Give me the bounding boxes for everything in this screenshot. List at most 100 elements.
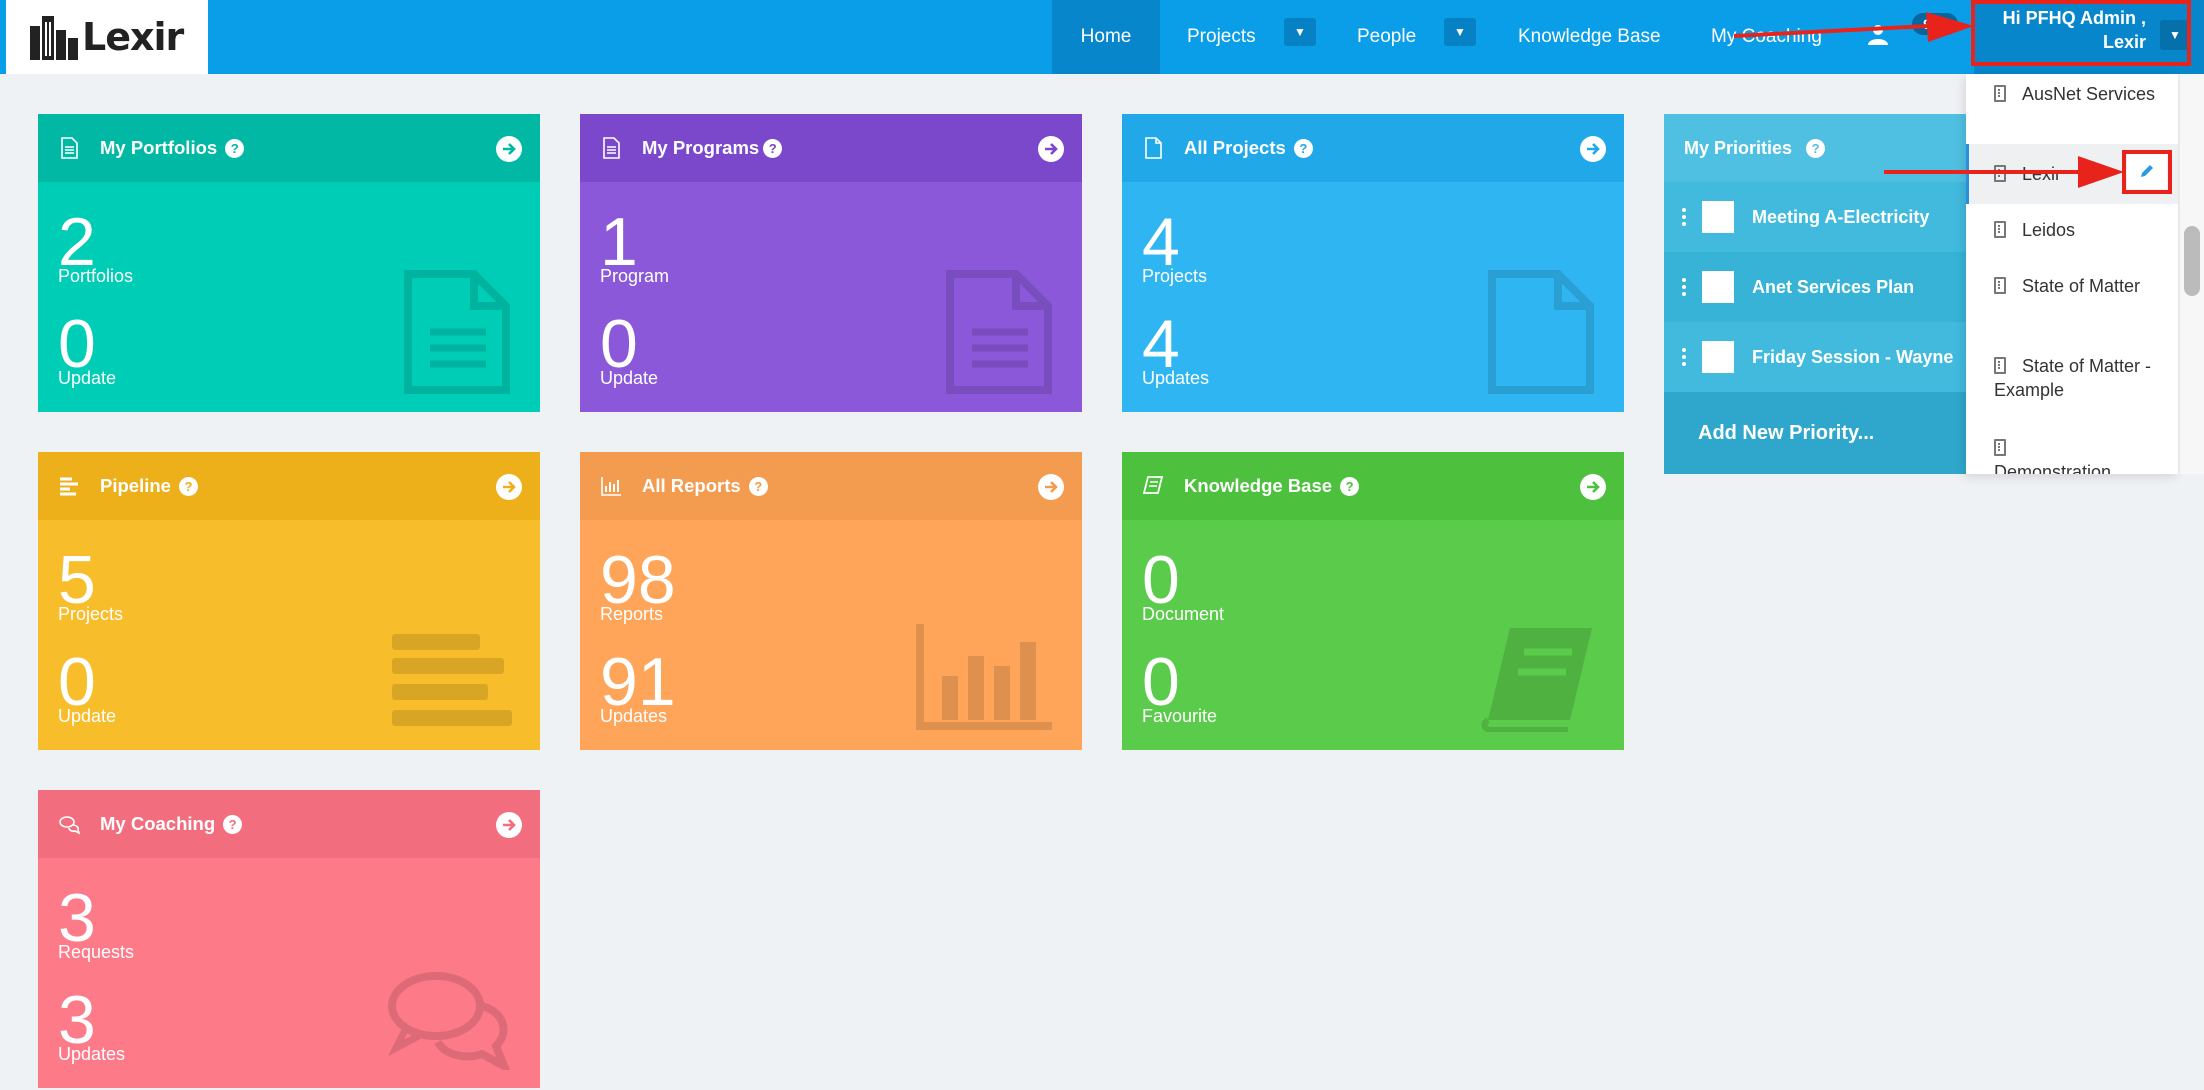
document-icon <box>603 137 620 159</box>
arrow-right-icon[interactable] <box>1580 136 1606 162</box>
building-logo-icon <box>30 16 78 60</box>
dropdown-item-label: State of Matter - Example <box>1994 356 2152 400</box>
tile-secondary-count: 0 <box>58 644 96 720</box>
building-icon <box>1994 357 2006 374</box>
help-icon[interactable]: ? <box>1340 476 1360 496</box>
bar-chart-icon <box>601 477 621 496</box>
dropdown-item-ausnet[interactable]: AusNet Services <box>1994 82 2164 106</box>
book-icon <box>1142 476 1164 494</box>
tile-my-portfolios[interactable]: My Portfolios ? 2 Portfolios 0 Update <box>38 114 540 412</box>
help-icon[interactable]: ? <box>178 476 198 496</box>
arrow-right-icon[interactable] <box>496 474 522 500</box>
dropdown-item-demonstration[interactable]: Demonstration <box>1994 436 2164 474</box>
tile-secondary-count: 91 <box>600 644 676 720</box>
priority-checkbox[interactable] <box>1702 201 1734 233</box>
building-icon <box>1994 85 2006 102</box>
tile-secondary-label: Update <box>600 368 659 388</box>
annotation-arrow-icon <box>1733 12 1974 42</box>
nav-projects[interactable]: Projects <box>1187 26 1256 47</box>
tile-secondary-count: 0 <box>1142 644 1180 720</box>
tile-primary-label: Projects <box>1142 266 1208 286</box>
tile-secondary-label: Update <box>58 706 117 726</box>
drag-handle-icon[interactable] <box>1682 208 1688 226</box>
nav-home[interactable]: Home <box>1052 0 1160 74</box>
people-dropdown-toggle[interactable]: ▼ <box>1444 18 1476 46</box>
tile-all-projects[interactable]: All Projects ? 4 Projects 4 Updates <box>1122 114 1624 412</box>
tile-header: All Reports ? <box>580 452 1082 520</box>
dropdown-item-label: State of Matter <box>2022 276 2141 296</box>
top-navbar: Lexir Home Projects ▼ People ▼ Knowledge… <box>0 0 2204 74</box>
dropdown-item-state-of-matter[interactable]: State of Matter <box>1994 274 2164 298</box>
tile-knowledge-base[interactable]: Knowledge Base ? 0 Document 0 Favourite <box>1122 452 1624 750</box>
pipeline-icon <box>60 477 78 496</box>
tile-pipeline[interactable]: Pipeline ? 5 Projects 0 Update <box>38 452 540 750</box>
arrow-right-icon[interactable] <box>1038 474 1064 500</box>
file-icon <box>1145 137 1162 159</box>
arrow-right-icon[interactable] <box>1038 136 1064 162</box>
file-watermark-icon <box>1488 270 1594 394</box>
arrow-right-icon[interactable] <box>496 812 522 838</box>
tile-header: All Projects ? <box>1122 114 1624 182</box>
annotation-box-edit <box>2122 150 2172 194</box>
book-watermark-icon <box>1481 628 1592 732</box>
help-icon[interactable]: ? <box>1806 138 1826 158</box>
tile-primary-count: 0 <box>1142 542 1180 618</box>
drag-handle-icon[interactable] <box>1682 278 1688 296</box>
tile-title: My Programs <box>642 137 760 158</box>
tile-header: My Portfolios ? <box>38 114 540 182</box>
arrow-right-icon[interactable] <box>1580 474 1606 500</box>
edit-organisation-button[interactable] <box>2127 153 2167 189</box>
caret-down-icon: ▼ <box>2169 28 2181 42</box>
tile-primary-label: Projects <box>58 604 124 624</box>
user-greeting-line2: Lexir <box>2102 32 2146 52</box>
brand-name: Lexir <box>82 15 184 59</box>
tile-primary-count: 4 <box>1142 204 1180 280</box>
tile-my-programs[interactable]: My Programs ? 1 Program 0 Update <box>580 114 1082 412</box>
help-icon[interactable]: ? <box>748 476 768 496</box>
tile-primary-label: Reports <box>600 604 664 624</box>
tile-header: My Coaching ? <box>38 790 540 858</box>
dropdown-item-state-of-matter-example[interactable]: State of Matter - Example <box>1994 354 2164 402</box>
priority-checkbox[interactable] <box>1702 341 1734 373</box>
arrow-right-icon[interactable] <box>496 136 522 162</box>
tile-secondary-label: Updates <box>58 1044 126 1064</box>
tile-header: Knowledge Base ? <box>1122 452 1624 520</box>
help-icon[interactable]: ? <box>223 814 243 834</box>
dropdown-item-leidos[interactable]: Leidos <box>1994 218 2164 242</box>
priority-label: Anet Services Plan <box>1752 276 1915 297</box>
tile-title: My Coaching <box>100 813 216 834</box>
priority-label: Meeting A-Electricity <box>1752 206 1930 227</box>
tile-all-reports[interactable]: All Reports ? 98 Reports 91 Updates <box>580 452 1082 750</box>
projects-dropdown-toggle[interactable]: ▼ <box>1284 18 1316 46</box>
priority-item[interactable]: Friday Session - Wayne <box>1664 322 1974 392</box>
help-icon[interactable]: ? <box>763 138 783 158</box>
tile-primary-label: Document <box>1142 604 1225 624</box>
priority-item[interactable]: Meeting A-Electricity <box>1664 182 1974 252</box>
priority-checkbox[interactable] <box>1702 271 1734 303</box>
tile-secondary-count: 0 <box>58 306 96 382</box>
tile-primary-count: 98 <box>600 542 676 618</box>
drag-handle-icon[interactable] <box>1682 348 1688 366</box>
tile-title: All Projects <box>1184 137 1286 158</box>
user-menu-button[interactable]: Hi PFHQ Admin , Lexir ▼ <box>1974 0 2204 74</box>
tile-secondary-label: Favourite <box>1142 706 1218 726</box>
help-icon[interactable]: ? <box>225 138 245 158</box>
dropdown-scroll-thumb[interactable] <box>2184 226 2200 296</box>
tile-my-coaching[interactable]: My Coaching ? 3 Requests 3 Updates <box>38 790 540 1088</box>
tile-title: All Reports <box>642 475 741 496</box>
organisation-dropdown-menu: AusNet Services Lexir Leidos State of Ma… <box>1966 74 2178 474</box>
tile-primary-count: 2 <box>58 204 96 280</box>
tile-primary-label: Requests <box>58 942 135 962</box>
help-icon[interactable]: ? <box>1293 138 1313 158</box>
annotation-arrow-icon <box>1884 156 2124 188</box>
user-menu-caret[interactable]: ▼ <box>2160 20 2190 50</box>
nav-knowledge-base[interactable]: Knowledge Base <box>1518 26 1661 47</box>
dropdown-item-label: AusNet Services <box>2022 84 2156 104</box>
chat-watermark-icon <box>387 972 510 1070</box>
priority-item[interactable]: Anet Services Plan <box>1664 252 1974 322</box>
tile-primary-count: 1 <box>600 204 638 280</box>
nav-people[interactable]: People <box>1357 26 1417 47</box>
document-watermark-icon <box>404 270 510 394</box>
brand-logo[interactable]: Lexir <box>6 0 208 74</box>
add-priority-button[interactable]: Add New Priority... <box>1664 392 1974 474</box>
